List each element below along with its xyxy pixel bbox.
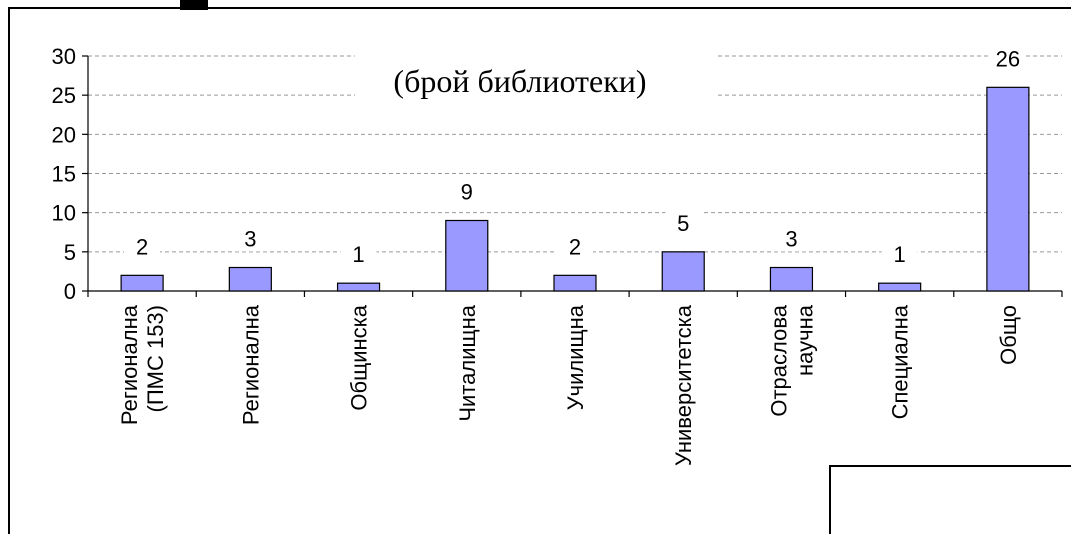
x-tick-label: Общинска — [347, 304, 372, 410]
bar — [120, 274, 164, 292]
y-tick-label: 15 — [52, 162, 76, 187]
bar — [769, 266, 814, 292]
y-tick-label: 5 — [64, 240, 76, 265]
value-label: 2 — [136, 234, 148, 259]
value-label-backing — [665, 209, 702, 236]
bar — [986, 86, 1030, 292]
x-tick-label: Читалищна — [455, 304, 480, 421]
bar — [445, 219, 489, 292]
value-label: 1 — [352, 242, 364, 267]
y-tick-label: 25 — [52, 83, 76, 108]
y-tick-label: 20 — [52, 122, 76, 147]
value-label-backing — [448, 178, 485, 205]
bar — [661, 251, 705, 292]
value-label-backing — [773, 225, 810, 252]
value-label-backing — [232, 225, 269, 252]
value-label-backing — [124, 233, 161, 260]
x-tick-label: Отраслованаучна — [766, 304, 817, 416]
value-label-backing — [881, 241, 918, 268]
x-tick-label: Общо — [996, 305, 1021, 365]
x-tick-label: Регионална — [238, 304, 263, 425]
value-label: 3 — [785, 227, 797, 252]
y-tick-label: 10 — [52, 201, 76, 226]
value-label: 2 — [569, 234, 581, 259]
legend-box — [829, 465, 1071, 534]
value-label-backing — [340, 241, 377, 268]
frame — [8, 7, 1071, 534]
corner-block — [180, 0, 208, 10]
value-label-backing — [557, 233, 593, 260]
bar — [553, 274, 597, 292]
value-label: 9 — [461, 180, 473, 205]
x-tick-label: Университетска — [671, 304, 696, 466]
value-label-backing — [989, 45, 1026, 72]
value-label: 1 — [894, 242, 906, 267]
title-backing — [355, 50, 715, 100]
x-tick-label: Специална — [888, 304, 913, 419]
x-tick-label: Училищна — [563, 304, 588, 410]
x-tick-label: Регионална(ПМС 153) — [117, 304, 168, 425]
bar — [878, 282, 922, 292]
value-label: 3 — [244, 227, 256, 252]
bar — [336, 282, 381, 292]
y-tick-label: 0 — [64, 279, 76, 304]
y-tick-label: 30 — [52, 44, 76, 69]
value-label: 5 — [677, 211, 689, 236]
value-label: 26 — [996, 46, 1020, 71]
bar — [228, 266, 272, 292]
chart-title: (брой библиотеки) — [393, 63, 646, 99]
